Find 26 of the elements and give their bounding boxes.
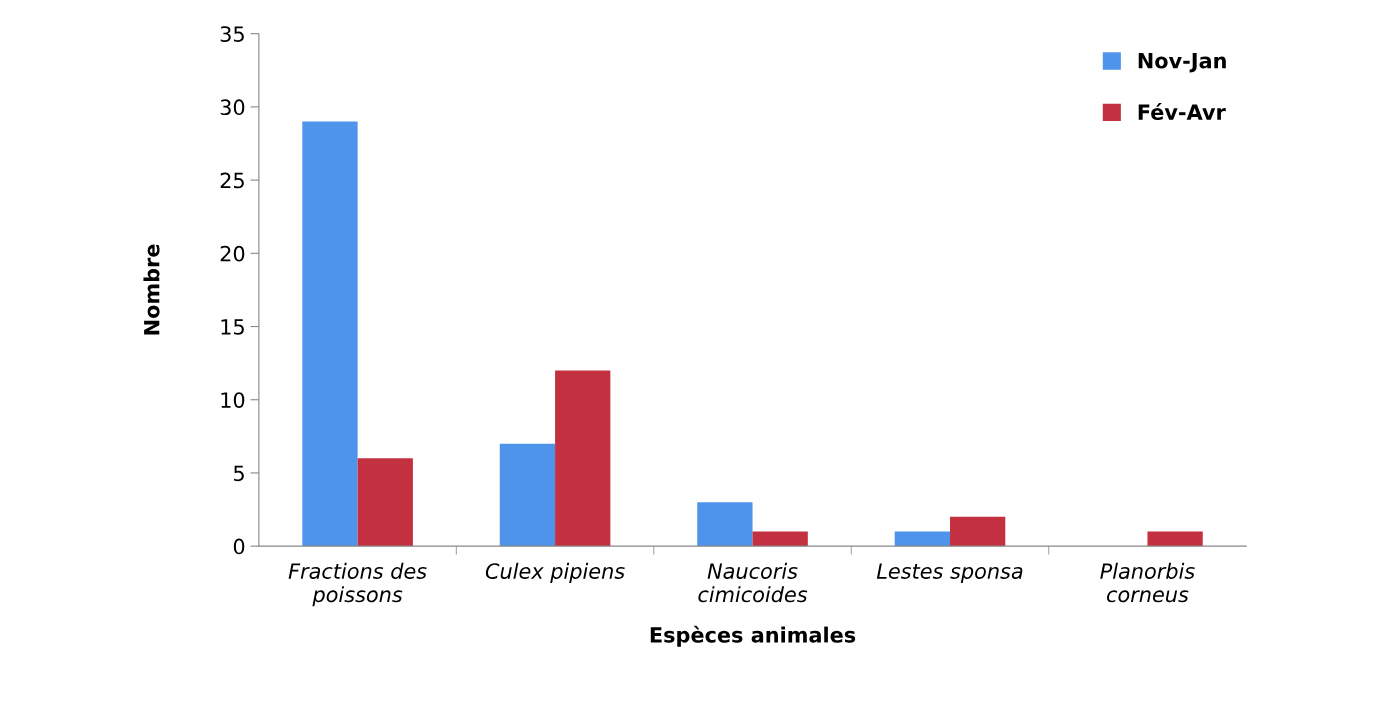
y-axis-title: Nombre: [143, 244, 160, 335]
x-axis-title: Espèces animales: [650, 625, 856, 647]
y-tick-label: 0: [233, 538, 245, 555]
bar: [894, 531, 950, 547]
bar: [1147, 531, 1203, 547]
y-tick-label: 10: [221, 392, 245, 408]
legend-label: Nov-Jan: [1138, 53, 1226, 73]
y-tick-label: 20: [220, 245, 245, 262]
y-tick-label: 5: [234, 465, 244, 482]
bar: [302, 121, 358, 547]
y-tick-label: 15: [221, 319, 244, 335]
bar: [357, 458, 413, 547]
bar: [499, 443, 556, 547]
y-tick-label: 30: [220, 99, 245, 116]
y-tick-label: 25: [220, 172, 244, 189]
x-tick-label: Lestes sponsa: [876, 563, 1023, 583]
bar: [555, 370, 611, 547]
bar: [697, 502, 753, 547]
x-tick-label: Fractions des poissons: [288, 562, 427, 607]
bar: [949, 516, 1006, 547]
bar: [752, 531, 808, 547]
x-tick-label: Culex pipiens: [485, 562, 625, 583]
y-tick-label: 35: [220, 26, 244, 42]
x-tick-label: Naucoris cimicoides: [698, 562, 808, 603]
legend-label: Fév-Avr: [1138, 103, 1226, 120]
x-tick-label: Planorbis corneus: [1100, 562, 1195, 603]
